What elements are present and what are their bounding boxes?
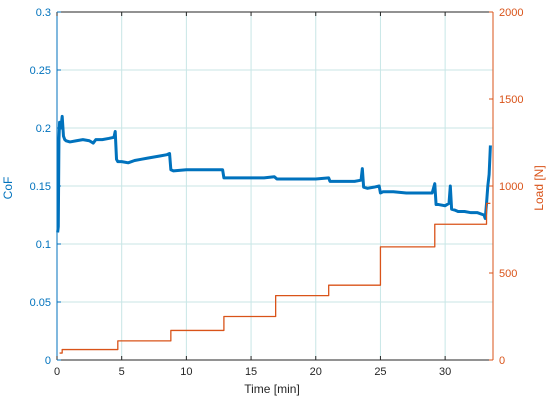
x-tick-label: 5 (119, 366, 125, 378)
cof-series-line (56, 114, 492, 233)
right-y-tick-label: 1500 (499, 94, 523, 106)
x-tick-label: 0 (54, 366, 60, 378)
right-y-axis-label: Load [N] (532, 165, 546, 210)
x-tick-label: 15 (245, 366, 257, 378)
tick-labels: 0 5 10 15 20 25 30 0 0.05 0.1 0.15 0.2 0.25 0.3 0 500 10… (30, 7, 524, 378)
left-y-tick-label: 0.1 (36, 239, 51, 251)
left-y-tick-label: 0.15 (30, 181, 51, 193)
left-y-tick-label: 0.05 (30, 297, 51, 309)
right-y-tick-label: 0 (499, 355, 505, 367)
load-series-line (59, 202, 491, 354)
x-tick-label: 25 (374, 366, 386, 378)
x-tick-label: 30 (439, 366, 451, 378)
left-y-tick-label: 0.25 (30, 65, 51, 77)
x-tick-label: 10 (180, 366, 192, 378)
left-y-tick-label: 0.3 (36, 7, 51, 19)
x-axis-label: Time [min] (244, 382, 300, 396)
right-y-tick-label: 2000 (499, 7, 523, 19)
x-tick-label: 20 (310, 366, 322, 378)
axes (56, 11, 494, 361)
right-y-tick-label: 1000 (499, 181, 523, 193)
right-y-tick-label: 500 (499, 268, 517, 280)
left-y-axis-label: CoF (1, 177, 15, 200)
left-y-tick-label: 0 (45, 355, 51, 367)
series-lines (56, 114, 492, 354)
left-y-tick-label: 0.2 (36, 123, 51, 135)
